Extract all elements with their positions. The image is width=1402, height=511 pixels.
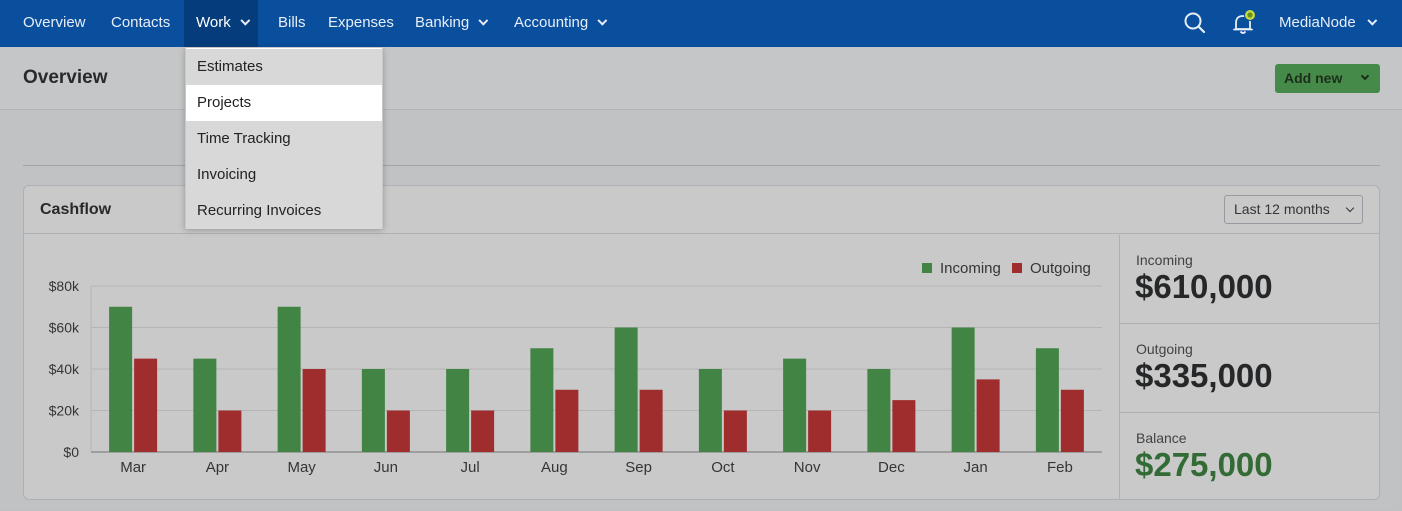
nav-banking-label: Banking [415,14,470,31]
x-tick-label: Feb [1047,459,1073,476]
outgoing-bar [555,389,579,452]
nav-overview[interactable]: Overview [11,0,98,47]
incoming-bar [1035,348,1059,452]
incoming-bar [361,369,385,452]
outgoing-bar [302,369,326,452]
incoming-bar [530,348,554,452]
org-name-label: MediaNode [1279,14,1356,31]
work-dropdown-menu: Estimates Projects Time Tracking Invoici… [185,47,383,229]
chevron-down-icon [478,15,489,26]
outgoing-bar [386,410,410,452]
nav-contacts[interactable]: Contacts [99,0,182,47]
outgoing-stat-value: $335,000 [1135,357,1273,394]
y-tick-label: $40k [49,361,80,377]
outgoing-bar [976,379,1000,452]
cashflow-header: Cashflow Last 12 months [24,186,1379,234]
incoming-bar [277,306,301,452]
incoming-bar [698,369,722,452]
nav-bills[interactable]: Bills [266,0,318,47]
legend-swatch [922,263,932,273]
x-tick-label: Dec [878,459,905,476]
y-tick-label: $0 [63,444,79,460]
nav-accounting-label: Accounting [514,14,589,31]
menu-item-invoicing[interactable]: Invoicing [186,157,382,193]
nav-banking[interactable]: Banking [403,0,496,47]
nav-expenses-label: Expenses [328,14,394,31]
incoming-stat-value: $610,000 [1135,268,1273,305]
balance-stat-label: Balance [1136,430,1187,446]
nav-work[interactable]: Work [184,0,258,47]
outgoing-bar [471,410,495,452]
chevron-down-icon [240,15,251,26]
balance-stat: Balance $275,000 [1120,413,1380,502]
nav-work-label: Work [196,14,231,31]
x-tick-label: Sep [625,459,652,476]
page-title: Overview [23,67,108,88]
x-tick-label: Jan [964,459,988,476]
add-new-label: Add new [1284,70,1343,86]
x-tick-label: Jul [461,459,480,476]
incoming-bar [783,358,807,452]
x-tick-label: Nov [794,459,821,476]
chevron-down-icon [597,15,608,26]
incoming-bar [867,369,891,452]
search-icon[interactable] [1180,8,1210,38]
menu-item-projects[interactable]: Projects [186,85,382,121]
menu-item-time-tracking[interactable]: Time Tracking [186,121,382,157]
legend-label: Incoming [940,260,1001,277]
x-tick-label: Aug [541,459,568,476]
y-tick-label: $60k [49,320,80,336]
outgoing-bar [723,410,747,452]
x-tick-label: Oct [711,459,735,476]
incoming-stat: Incoming $610,000 [1120,235,1380,324]
cashflow-chart: $0 $20k $40k $60k $80k Mar Apr May Jun Jul Aug Sep O… [24,235,1119,499]
x-tick-label: Jun [374,459,398,476]
add-new-button[interactable]: Add new [1275,64,1380,93]
nav-contacts-label: Contacts [111,14,171,31]
menu-item-recurring-invoices[interactable]: Recurring Invoices [186,193,382,229]
x-tick-label: May [287,459,316,476]
outgoing-bar [134,358,158,452]
period-select[interactable]: Last 12 months [1224,195,1363,224]
cashflow-card: Cashflow Last 12 months $0 $20k $40k $60k $8… [23,185,1380,500]
incoming-bar [193,358,217,452]
y-tick-label: $80k [49,278,80,294]
outgoing-bar [639,389,663,452]
period-select-value: Last 12 months [1234,201,1330,217]
outgoing-bar [218,410,242,452]
outgoing-stat-label: Outgoing [1136,341,1193,357]
cashflow-chart-svg: $0 $20k $40k $60k $80k Mar Apr May Jun Jul Aug Sep O… [49,260,1102,476]
nav-expenses[interactable]: Expenses [316,0,406,47]
incoming-stat-label: Incoming [1136,252,1193,268]
cashflow-title: Cashflow [40,201,112,218]
x-tick-label: Mar [120,459,146,476]
incoming-bar [951,327,975,452]
bell-icon[interactable] [1228,8,1258,38]
outgoing-stat: Outgoing $335,000 [1120,324,1380,413]
nav-overview-label: Overview [23,14,86,31]
incoming-bar [614,327,638,452]
y-tick-label: $20k [49,403,80,419]
chevron-down-icon [1367,15,1377,26]
incoming-bar [109,306,133,452]
x-tick-label: Apr [206,459,229,476]
org-menu[interactable]: MediaNode [1279,0,1377,47]
outgoing-bar [808,410,832,452]
nav-accounting[interactable]: Accounting [502,0,615,47]
section-divider [23,165,1380,166]
nav-bills-label: Bills [278,14,306,31]
top-nav: Overview Contacts Work Bills Expenses Ba… [0,0,1402,47]
legend-label: Outgoing [1030,260,1091,277]
incoming-bar [446,369,470,452]
legend-swatch [1012,263,1022,273]
balance-stat-value: $275,000 [1135,446,1273,483]
outgoing-bar [892,400,916,452]
outgoing-bar [1060,389,1084,452]
cashflow-stats: Incoming $610,000 Outgoing $335,000 Bala… [1119,235,1380,502]
menu-item-estimates[interactable]: Estimates [186,49,382,85]
